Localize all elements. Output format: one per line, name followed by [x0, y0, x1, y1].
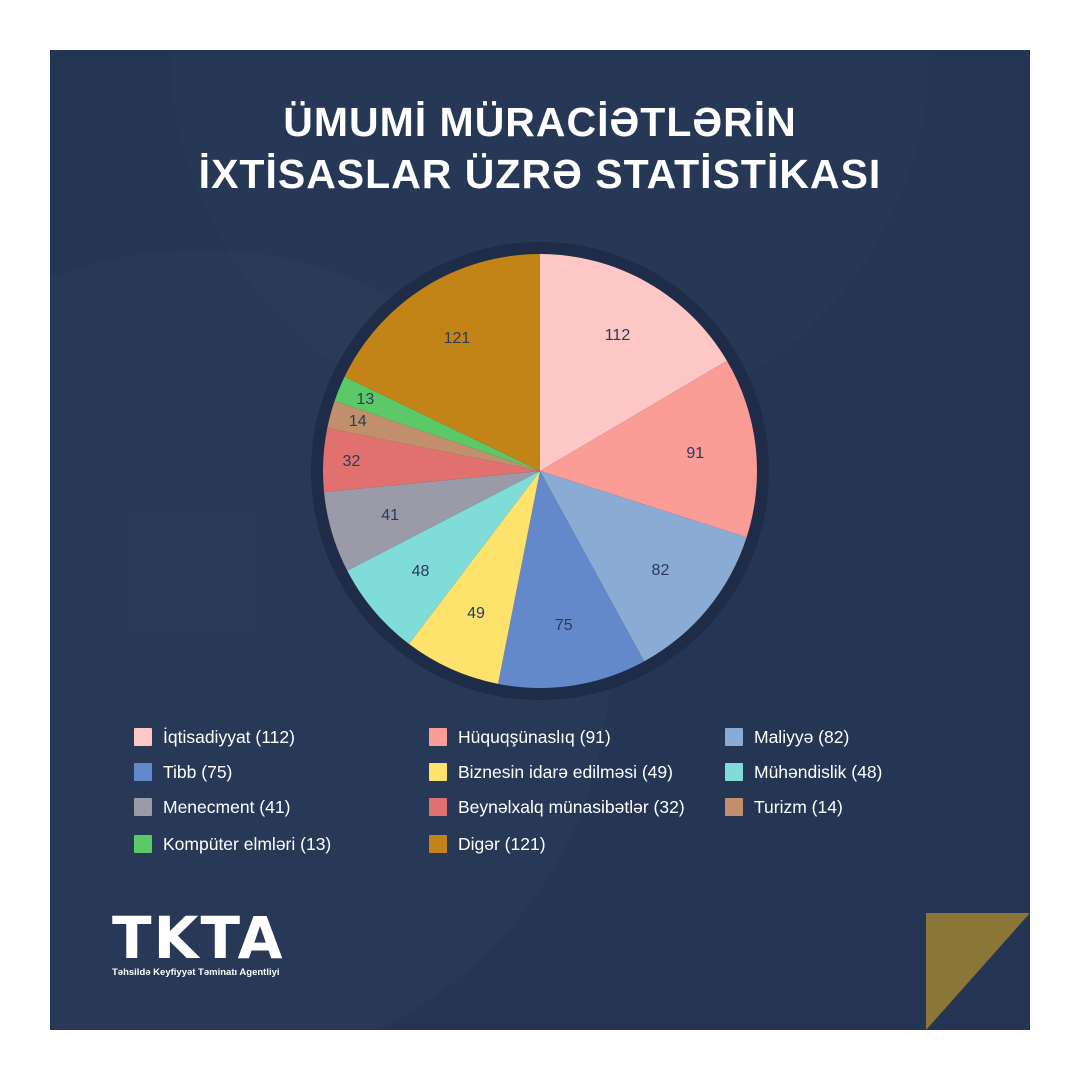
chart-title: ÜMUMİ MÜRACİƏTLƏRİN İXTİSASLAR ÜZRƏ STAT…	[50, 96, 1030, 200]
pie-slice	[323, 428, 540, 493]
legend-item: Turizm (14)	[725, 796, 843, 818]
legend-item: Mühəndislik (48)	[725, 761, 882, 783]
legend-swatch	[429, 763, 447, 781]
logo-wordmark: TKTA	[112, 904, 285, 972]
legend-item: İqtisadiyyat (112)	[134, 726, 295, 748]
pie-value-label: 75	[555, 617, 573, 634]
legend-swatch	[134, 798, 152, 816]
legend-swatch	[725, 763, 743, 781]
legend-swatch	[429, 728, 447, 746]
legend-item: Hüquqşünaslıq (91)	[429, 726, 611, 748]
pie-slice	[347, 471, 540, 644]
legend-swatch	[429, 798, 447, 816]
legend-label: Digər (121)	[458, 833, 546, 854]
legend-label: Kompüter elmləri (13)	[163, 833, 332, 854]
legend-item: Beynəlxalq münasibətlər (32)	[429, 796, 685, 818]
legend-item: Kompüter elmləri (13)	[134, 833, 331, 855]
pie-slice	[408, 471, 540, 684]
legend-label: Mühəndislik (48)	[754, 761, 883, 782]
legend-item: Digər (121)	[429, 833, 546, 855]
legend-swatch	[429, 835, 447, 853]
pie-slice	[327, 400, 540, 471]
legend-item: Tibb (75)	[134, 761, 232, 783]
pie-value-label: 13	[356, 391, 374, 408]
pie-slice	[498, 471, 645, 688]
legend-label: Tibb (75)	[163, 761, 233, 782]
legend-label: Turizm (14)	[754, 796, 843, 817]
legend-item: Biznesin idarə edilməsi (49)	[429, 761, 673, 783]
pie-value-label: 91	[686, 445, 704, 462]
pie-value-label: 112	[605, 327, 631, 344]
chart-title-line-1: ÜMUMİ MÜRACİƏTLƏRİN	[283, 99, 797, 145]
tkta-logo: TKTA Təhsildə Keyfiyyət Təminatı Agentli…	[112, 904, 312, 983]
pie-value-label: 49	[467, 605, 485, 622]
legend-swatch	[134, 728, 152, 746]
legend-swatch	[134, 835, 152, 853]
legend-label: Beynəlxalq münasibətlər (32)	[458, 796, 685, 817]
legend-swatch	[134, 763, 152, 781]
legend-label: İqtisadiyyat (112)	[163, 726, 295, 747]
pie-value-label: 121	[444, 330, 471, 347]
legend-item: Maliyyə (82)	[725, 726, 849, 748]
legend-label: Menecment (41)	[163, 796, 291, 817]
pie-slice	[540, 254, 727, 471]
legend-label: Biznesin idarə edilməsi (49)	[458, 761, 673, 782]
chart-title-line-2: İXTİSASLAR ÜZRƏ STATİSTİKASI	[198, 151, 882, 197]
pie-value-label: 48	[412, 563, 430, 580]
legend-label: Hüquqşünaslıq (91)	[458, 726, 611, 747]
pie-slice	[344, 254, 540, 471]
pie-value-label: 82	[652, 562, 670, 579]
legend-label: Maliyyə (82)	[754, 726, 850, 747]
pie-chart: 112 91 82 75 49 48 41 32 14 13 121	[311, 242, 769, 700]
pie-slice	[540, 471, 747, 662]
legend-swatch	[725, 798, 743, 816]
pie-slice	[324, 471, 540, 571]
chart-legend: İqtisadiyyat (112) Hüquqşünaslıq (91) Mali…	[134, 726, 954, 866]
pie-value-label: 41	[381, 507, 399, 524]
pie-value-label: 32	[343, 453, 361, 470]
pie-value-label: 14	[349, 413, 367, 430]
legend-swatch	[725, 728, 743, 746]
corner-fold	[926, 913, 1030, 1030]
pie-slice	[540, 360, 758, 538]
pie-slice	[334, 376, 540, 471]
legend-item: Menecment (41)	[134, 796, 290, 818]
logo-subtitle: Təhsildə Keyfiyyət Təminatı Agentliyi	[112, 967, 280, 978]
